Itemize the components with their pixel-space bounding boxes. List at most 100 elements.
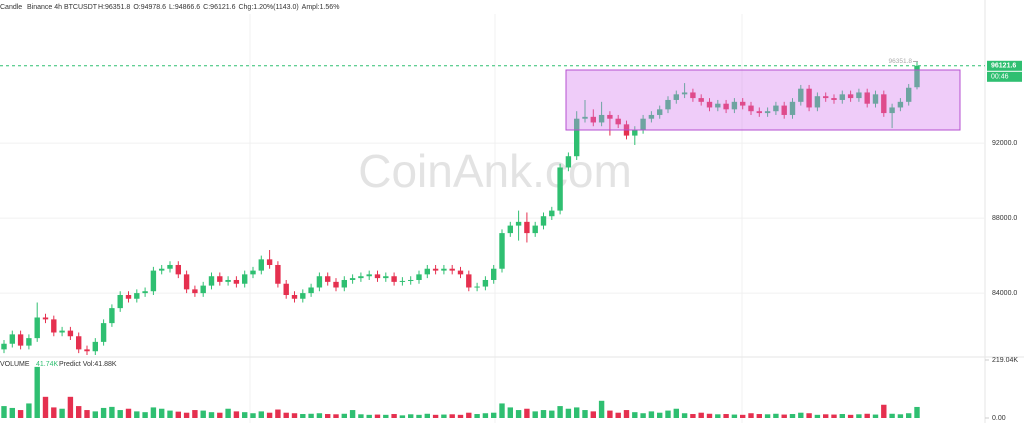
candle-body (167, 264, 173, 269)
candle-body (557, 167, 563, 211)
candle-body (482, 279, 489, 287)
candle-body (383, 276, 389, 279)
volume-bar (756, 414, 762, 418)
volume-bar (217, 412, 223, 418)
candle-body (615, 118, 621, 125)
volume-bar (117, 410, 123, 418)
volume-bar (225, 408, 231, 418)
volume-bar (333, 414, 339, 418)
volume-bar (159, 408, 165, 418)
volume-bar (150, 407, 157, 418)
candle-body (789, 101, 796, 115)
volume-bar (657, 412, 663, 418)
volume-bar (84, 410, 90, 418)
volume-bar (681, 413, 688, 418)
volume-bar (889, 413, 895, 418)
candle-body (26, 338, 32, 346)
volume-bar (17, 410, 24, 418)
volume-bar (250, 413, 256, 418)
candle-body (242, 274, 248, 284)
candle-body (142, 291, 148, 294)
volume-bar (540, 410, 547, 418)
volume-bar (906, 413, 912, 418)
volume-bar (773, 413, 779, 418)
volume-bar (590, 411, 596, 418)
candle-body (748, 105, 754, 112)
volume-bar (316, 413, 323, 418)
volume-bar (748, 413, 754, 418)
volume-bar (673, 408, 679, 418)
candle-body (864, 92, 870, 104)
volume-bar (366, 414, 372, 418)
candle-body (175, 264, 181, 275)
volume-bar (549, 410, 555, 418)
overlay: 96351.8 (0, 58, 985, 67)
volume-bar (308, 413, 314, 418)
volume-bar (200, 410, 206, 418)
candle-body (183, 274, 190, 290)
volume-bar (183, 412, 190, 418)
volume-bar (623, 410, 630, 418)
volume-bar (698, 412, 704, 418)
volume-bar (723, 414, 729, 418)
candle-body (100, 323, 107, 342)
volume-bar (789, 414, 796, 418)
volume-bar (92, 411, 98, 418)
volume-bar (59, 408, 65, 418)
candle-body (823, 96, 829, 99)
candle-body (51, 319, 57, 333)
volume-bar (283, 412, 289, 418)
volume-bar (872, 414, 879, 418)
candle-body (690, 92, 696, 99)
volume-bar (507, 407, 513, 418)
volume-bar (42, 396, 49, 418)
y-tick-label: 84000.0 (992, 290, 1017, 297)
ohlc-stat: L:94866.6 (169, 4, 200, 11)
candle-body (773, 105, 779, 112)
candle-body (673, 94, 679, 100)
candle-body (457, 270, 464, 275)
volume-bar (482, 413, 489, 418)
candle-body (424, 268, 430, 275)
volume-bar (349, 410, 356, 418)
candle-body (715, 103, 721, 108)
volume-tick-label: 219.04K (992, 357, 1018, 364)
candle-body (574, 118, 580, 157)
volume-bar (897, 414, 904, 418)
candle-body (756, 111, 762, 114)
volume-bar (798, 412, 804, 418)
candle-body (432, 268, 439, 271)
volume-bar (233, 411, 240, 418)
high-label: 96351.8 (889, 58, 913, 65)
volume-bar (258, 411, 264, 418)
candle-body (698, 98, 704, 102)
candle-body (374, 274, 381, 279)
candle-body (17, 334, 24, 346)
candle-body (607, 114, 613, 119)
candle-body (208, 276, 215, 286)
volume-bar (383, 414, 389, 418)
candle-body (798, 88, 804, 102)
volume-bar (76, 406, 82, 418)
candle-body (881, 94, 887, 114)
candle-body (872, 94, 879, 104)
volume-title: VOLUME (0, 361, 30, 368)
volume-bar (358, 414, 364, 418)
volume-bar (740, 414, 746, 418)
candle-body (325, 276, 331, 282)
volume-bar (192, 410, 198, 418)
volume-bar (831, 414, 837, 418)
candle-body (723, 103, 729, 110)
candle-body (416, 274, 422, 280)
volume-bar (416, 414, 422, 418)
candle-body (474, 286, 480, 288)
volume-bar (51, 407, 57, 418)
volume-bar (432, 414, 439, 418)
candle-body (316, 276, 323, 288)
candle-body (150, 270, 157, 292)
volume-bar (731, 414, 738, 418)
volume-bar (291, 413, 298, 418)
candle-body (906, 87, 912, 102)
candle-body (300, 293, 306, 299)
candle-body (814, 96, 821, 108)
